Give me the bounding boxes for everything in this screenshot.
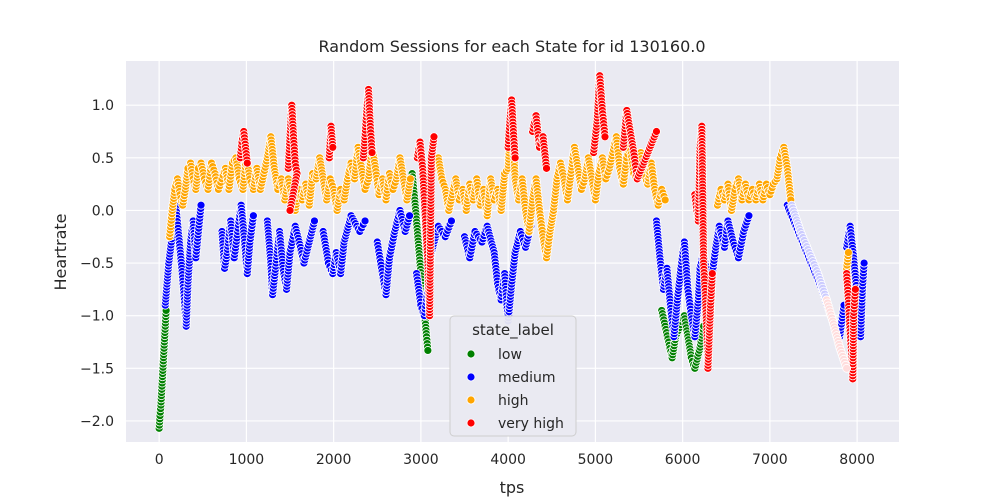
legend-marker xyxy=(466,395,476,405)
data-point xyxy=(850,284,860,294)
legend-entries: low medium high very high xyxy=(466,347,564,432)
data-point xyxy=(406,174,415,184)
data-point xyxy=(310,216,319,226)
y-tick-label: 1.0 xyxy=(92,98,114,114)
data-point xyxy=(842,363,852,373)
data-point xyxy=(285,206,295,215)
x-tick-label: 4000 xyxy=(490,452,526,468)
data-marks xyxy=(154,71,869,433)
x-tick-label: 2000 xyxy=(316,452,352,468)
x-tick-label: 8000 xyxy=(839,452,875,468)
data-point xyxy=(660,195,670,205)
data-point xyxy=(242,158,252,168)
data-point xyxy=(542,163,551,173)
x-tick-label: 1000 xyxy=(229,452,265,468)
x-axis-label: tps xyxy=(500,478,525,497)
y-tick-label: −2.0 xyxy=(80,414,114,430)
legend-label: medium xyxy=(498,370,556,386)
x-tick-label: 7000 xyxy=(752,452,788,468)
legend-marker xyxy=(466,349,476,359)
data-point xyxy=(423,346,433,355)
y-tick-label: −1.0 xyxy=(80,309,114,325)
data-point xyxy=(510,153,520,163)
data-point xyxy=(248,211,258,221)
data-point xyxy=(744,211,754,221)
x-tick-label: 6000 xyxy=(665,452,701,468)
series-high xyxy=(165,106,853,273)
legend-title: state_label xyxy=(472,321,554,340)
data-point xyxy=(652,127,661,136)
series-trail xyxy=(787,200,831,305)
y-axis-ticks: −2.0 −1.5 −1.0 −0.5 0.0 0.5 1.0 xyxy=(80,98,114,430)
legend-label: high xyxy=(498,393,529,409)
data-point xyxy=(196,200,206,210)
data-point xyxy=(600,132,610,142)
chart-title: Random Sessions for each State for id 13… xyxy=(318,37,705,56)
legend-label: very high xyxy=(498,416,564,432)
legend: state_label low medium high very high xyxy=(449,315,577,437)
x-tick-label: 0 xyxy=(155,452,164,468)
x-axis-ticks: 0 1000 2000 3000 4000 5000 6000 7000 8000 xyxy=(155,452,875,468)
y-tick-label: −0.5 xyxy=(80,256,114,272)
data-point xyxy=(843,248,853,257)
legend-label: low xyxy=(498,347,522,363)
y-tick-label: −1.5 xyxy=(80,361,114,377)
legend-marker xyxy=(466,418,476,428)
plot-area xyxy=(126,61,899,442)
data-point xyxy=(447,216,456,226)
y-axis-label: Heartrate xyxy=(51,213,70,290)
y-tick-label: 0.5 xyxy=(92,151,114,167)
series-trail xyxy=(822,295,852,373)
data-point xyxy=(405,211,414,221)
x-tick-label: 5000 xyxy=(578,452,614,468)
x-tick-label: 3000 xyxy=(403,452,439,468)
data-point xyxy=(360,216,370,226)
data-point xyxy=(859,258,869,268)
data-point xyxy=(429,132,439,142)
y-tick-label: 0.0 xyxy=(92,203,114,219)
legend-marker xyxy=(466,372,476,382)
data-point xyxy=(707,269,717,279)
data-point xyxy=(367,148,377,157)
data-point xyxy=(328,142,338,152)
legend-box xyxy=(449,315,577,437)
